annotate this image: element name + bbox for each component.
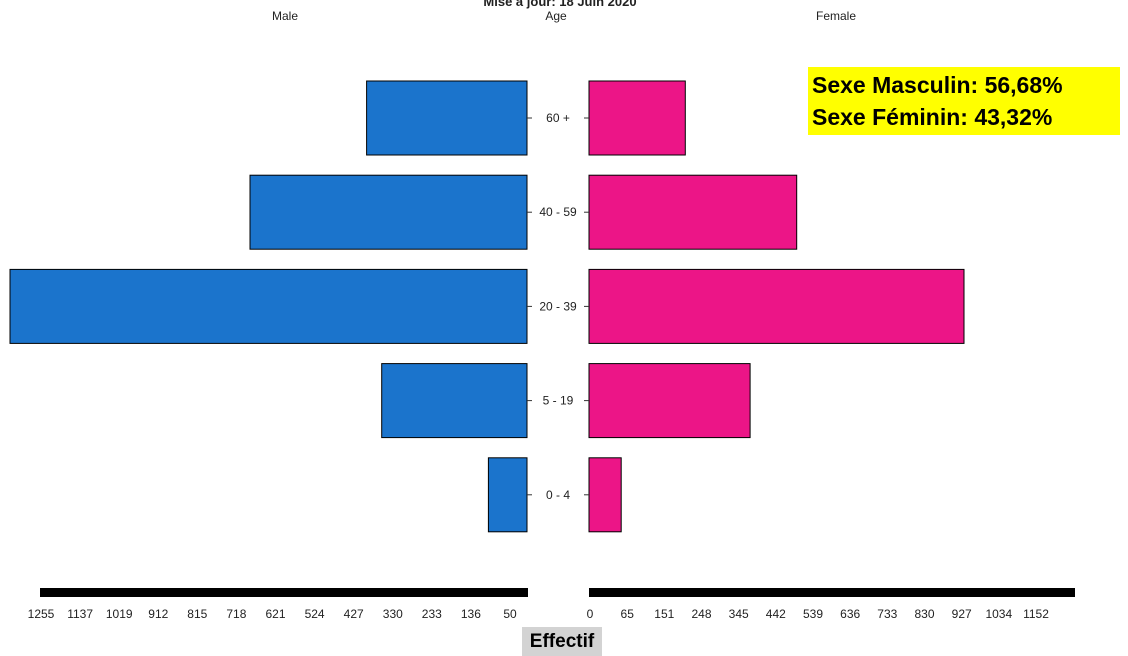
- male-tick-label: 621: [265, 607, 285, 621]
- male-bar: [9, 268, 528, 344]
- female-bar: [588, 174, 798, 250]
- female-tick-label: 927: [952, 607, 972, 621]
- female-tick-label: 1152: [1023, 607, 1049, 621]
- age-header: Age: [545, 9, 567, 23]
- age-group-label: 0 - 4: [546, 488, 570, 502]
- male-tick-label: 427: [344, 607, 364, 621]
- female-tick-label: 442: [766, 607, 786, 621]
- male-axis-bar: [40, 588, 528, 597]
- male-bar: [487, 457, 528, 533]
- male-tick-label: 330: [383, 607, 403, 621]
- age-group-label: 5 - 19: [543, 394, 574, 408]
- male-bar: [381, 363, 528, 439]
- male-bar: [249, 174, 528, 250]
- female-tick-label: 1034: [985, 607, 1012, 621]
- male-tick-label: 1019: [106, 607, 133, 621]
- sex-ratio-annotation: Sexe Masculin: 56,68% Sexe Féminin: 43,3…: [808, 67, 1120, 135]
- male-tick-label: 1255: [28, 607, 55, 621]
- female-tick-label: 248: [691, 607, 711, 621]
- female-bar: [588, 268, 965, 344]
- female-tick-label: 539: [803, 607, 823, 621]
- female-axis-bar: [589, 588, 1075, 597]
- female-header: Female: [816, 9, 856, 23]
- male-tick-label: 233: [422, 607, 442, 621]
- female-tick-label: 0: [587, 607, 594, 621]
- female-tick-label: 65: [621, 607, 635, 621]
- male-bar: [366, 80, 528, 156]
- chart-title: Mise à jour: 18 Juin 2020: [483, 0, 636, 9]
- female-tick-label: 830: [914, 607, 934, 621]
- male-header: Male: [272, 9, 298, 23]
- x-axis-label: Effectif: [522, 627, 602, 656]
- female-bar: [588, 363, 751, 439]
- male-tick-label: 718: [226, 607, 246, 621]
- male-tick-label: 912: [148, 607, 168, 621]
- age-group-label: 40 - 59: [539, 205, 577, 219]
- female-share-text: Sexe Féminin: 43,32%: [812, 104, 1053, 130]
- female-tick-label: 636: [840, 607, 860, 621]
- female-tick-label: 345: [729, 607, 749, 621]
- female-bar: [588, 80, 686, 156]
- female-tick-label: 151: [654, 607, 674, 621]
- male-tick-label: 50: [503, 607, 517, 621]
- female-tick-label: 733: [877, 607, 897, 621]
- age-group-label: 20 - 39: [539, 299, 577, 313]
- male-tick-label: 815: [187, 607, 207, 621]
- age-group-label: 60 +: [546, 111, 570, 125]
- female-bar: [588, 457, 622, 533]
- male-tick-label: 524: [305, 607, 325, 621]
- male-tick-label: 136: [461, 607, 481, 621]
- male-share-text: Sexe Masculin: 56,68%: [812, 72, 1063, 98]
- male-tick-label: 1137: [67, 607, 93, 621]
